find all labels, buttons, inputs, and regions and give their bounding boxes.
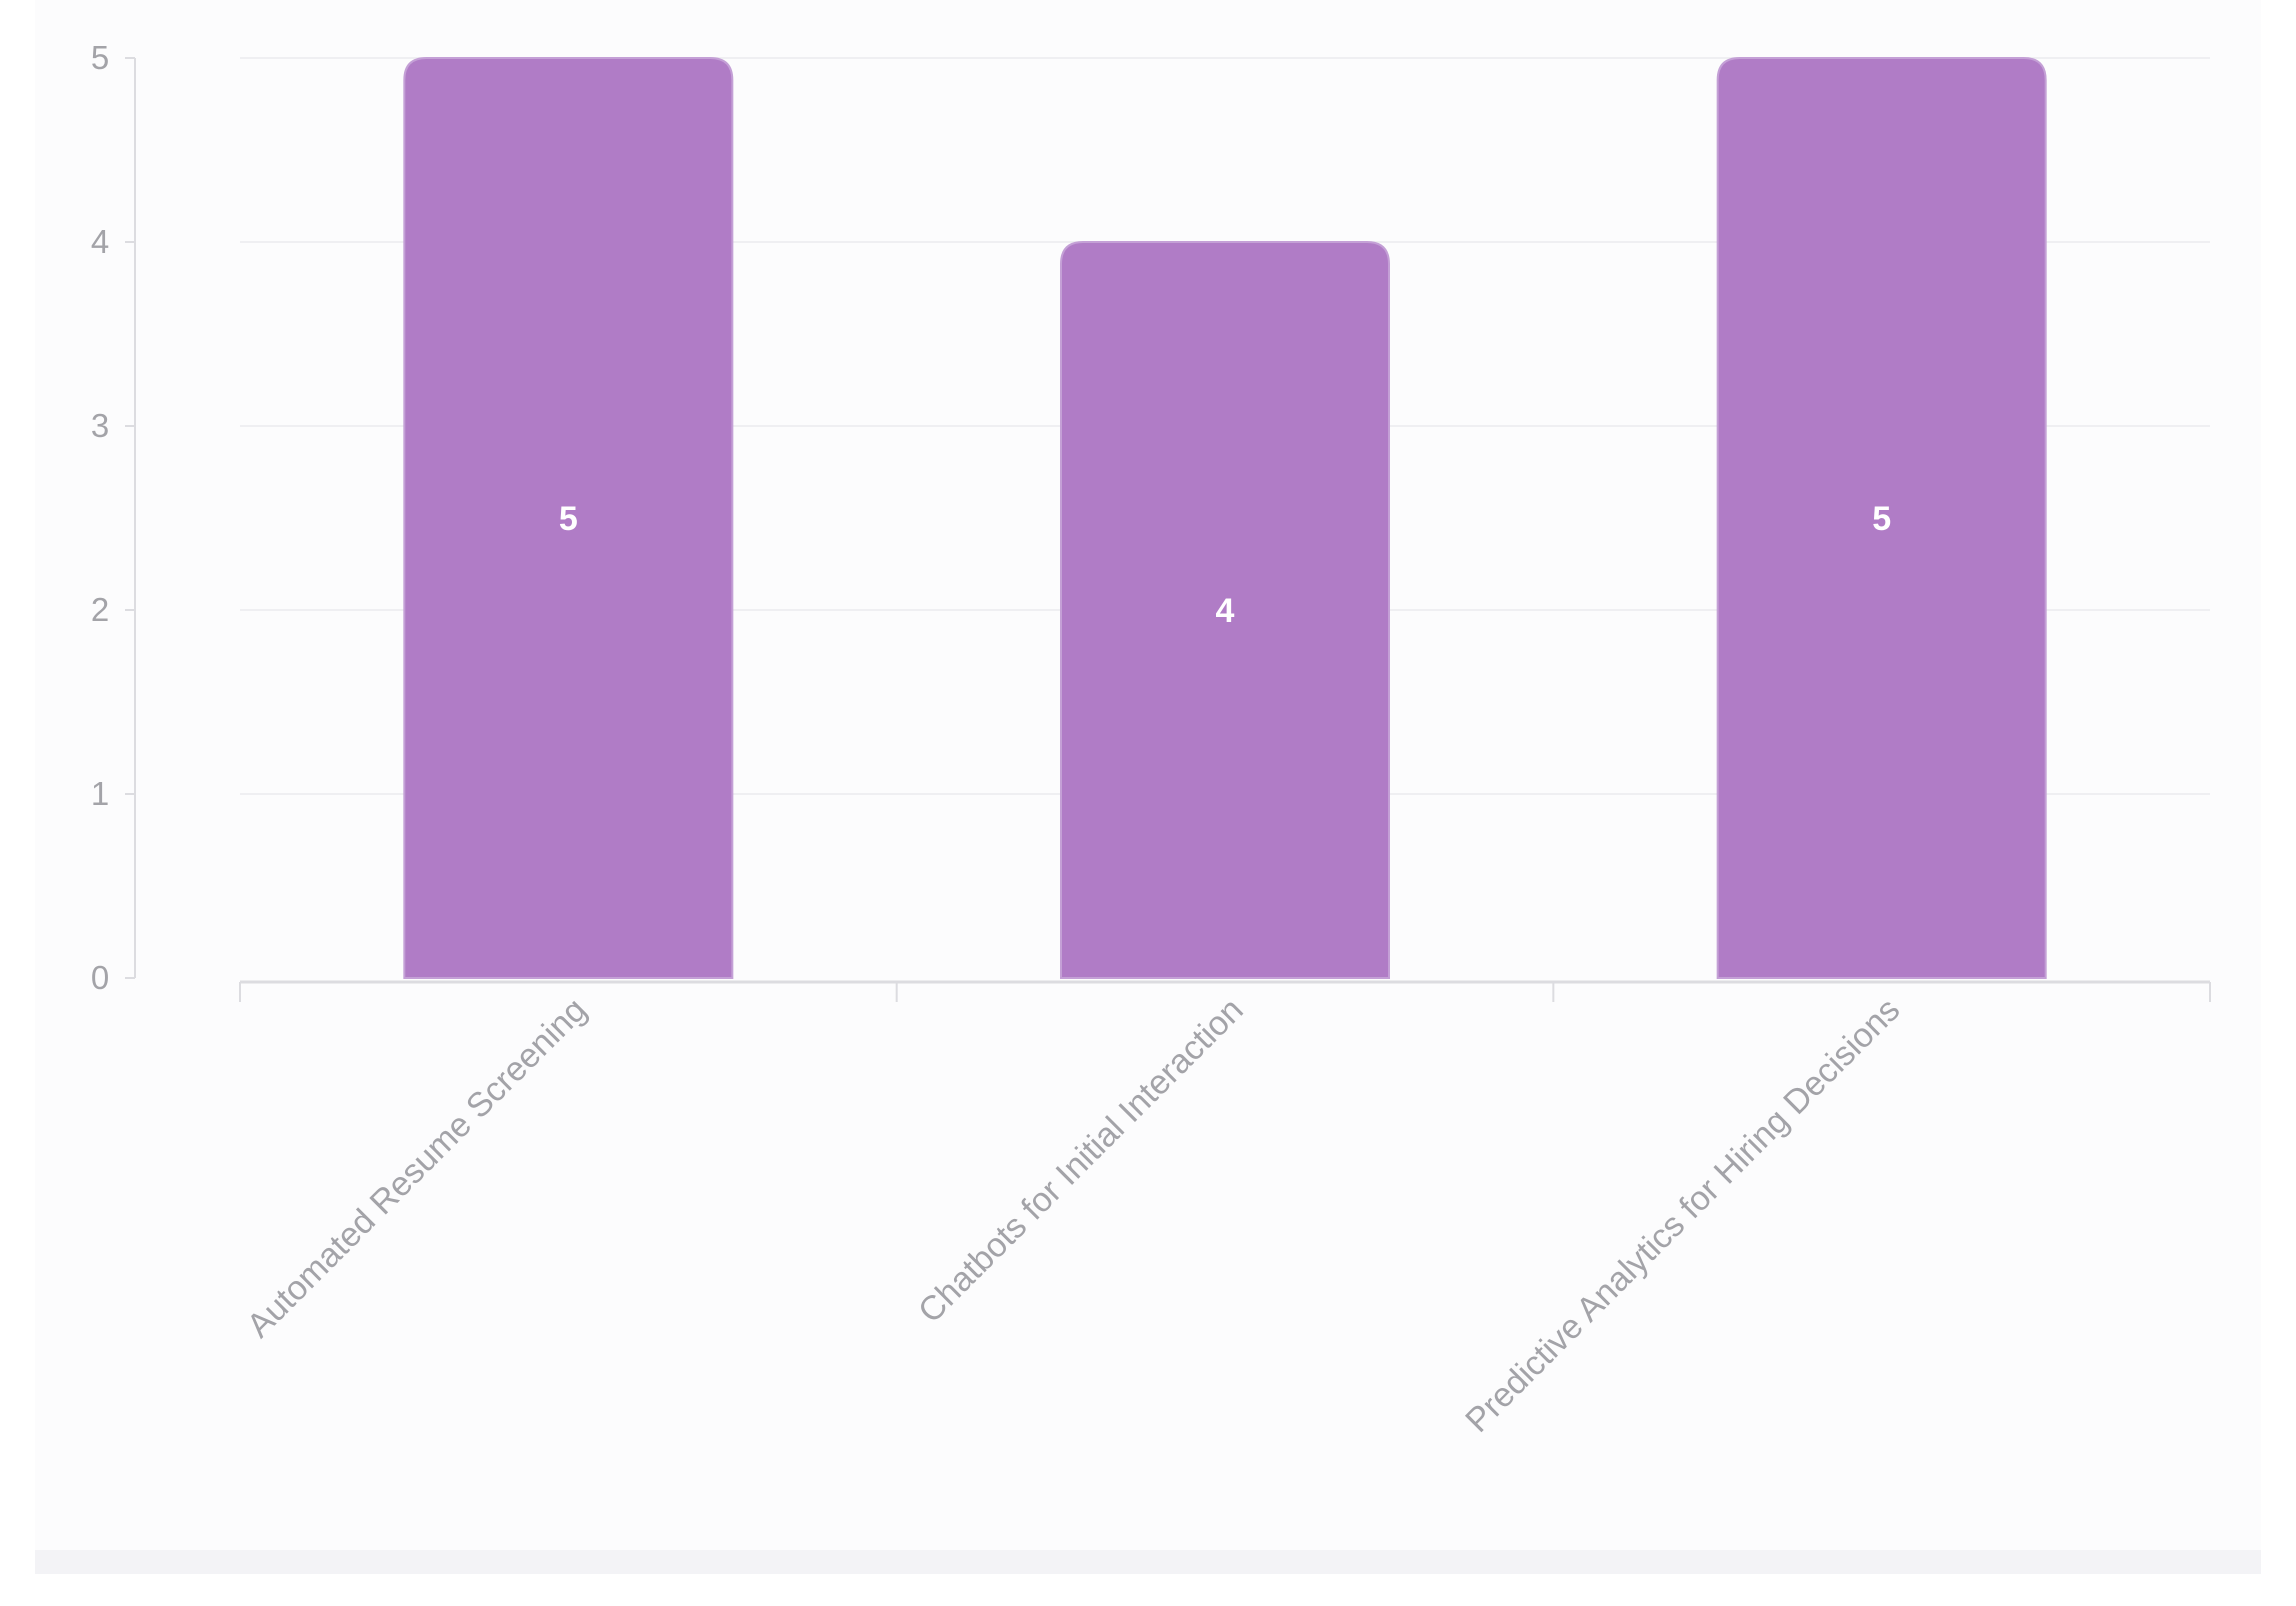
bar-value-label: 4: [1216, 592, 1235, 630]
y-tick-label: 3: [91, 407, 109, 444]
y-tick-label: 2: [91, 591, 109, 628]
bar-value-label: 5: [559, 500, 578, 538]
y-tick-label: 0: [91, 959, 109, 996]
y-tick-label: 4: [91, 223, 109, 260]
chart-footer: [35, 1550, 2261, 1574]
x-category-label: Chatbots for Initial Interaction: [911, 991, 1251, 1331]
x-axis: Automated Resume Screening Chatbots for I…: [239, 980, 2211, 1440]
y-tick-label: 1: [91, 775, 109, 812]
bar[interactable]: [1060, 241, 1390, 979]
y-axis: 0 1 2 3 4 5: [91, 39, 136, 996]
x-category-label: Automated Resume Screening: [240, 991, 594, 1345]
bar[interactable]: [1716, 57, 2047, 979]
bars: [403, 57, 2047, 979]
y-tick-label: 5: [91, 39, 109, 76]
value-labels: 5 4 5: [559, 500, 1891, 630]
bar-value-label: 5: [1872, 500, 1891, 538]
x-category-label: Predictive Analytics for Hiring Decision…: [1458, 991, 1907, 1440]
bar[interactable]: [403, 57, 734, 979]
